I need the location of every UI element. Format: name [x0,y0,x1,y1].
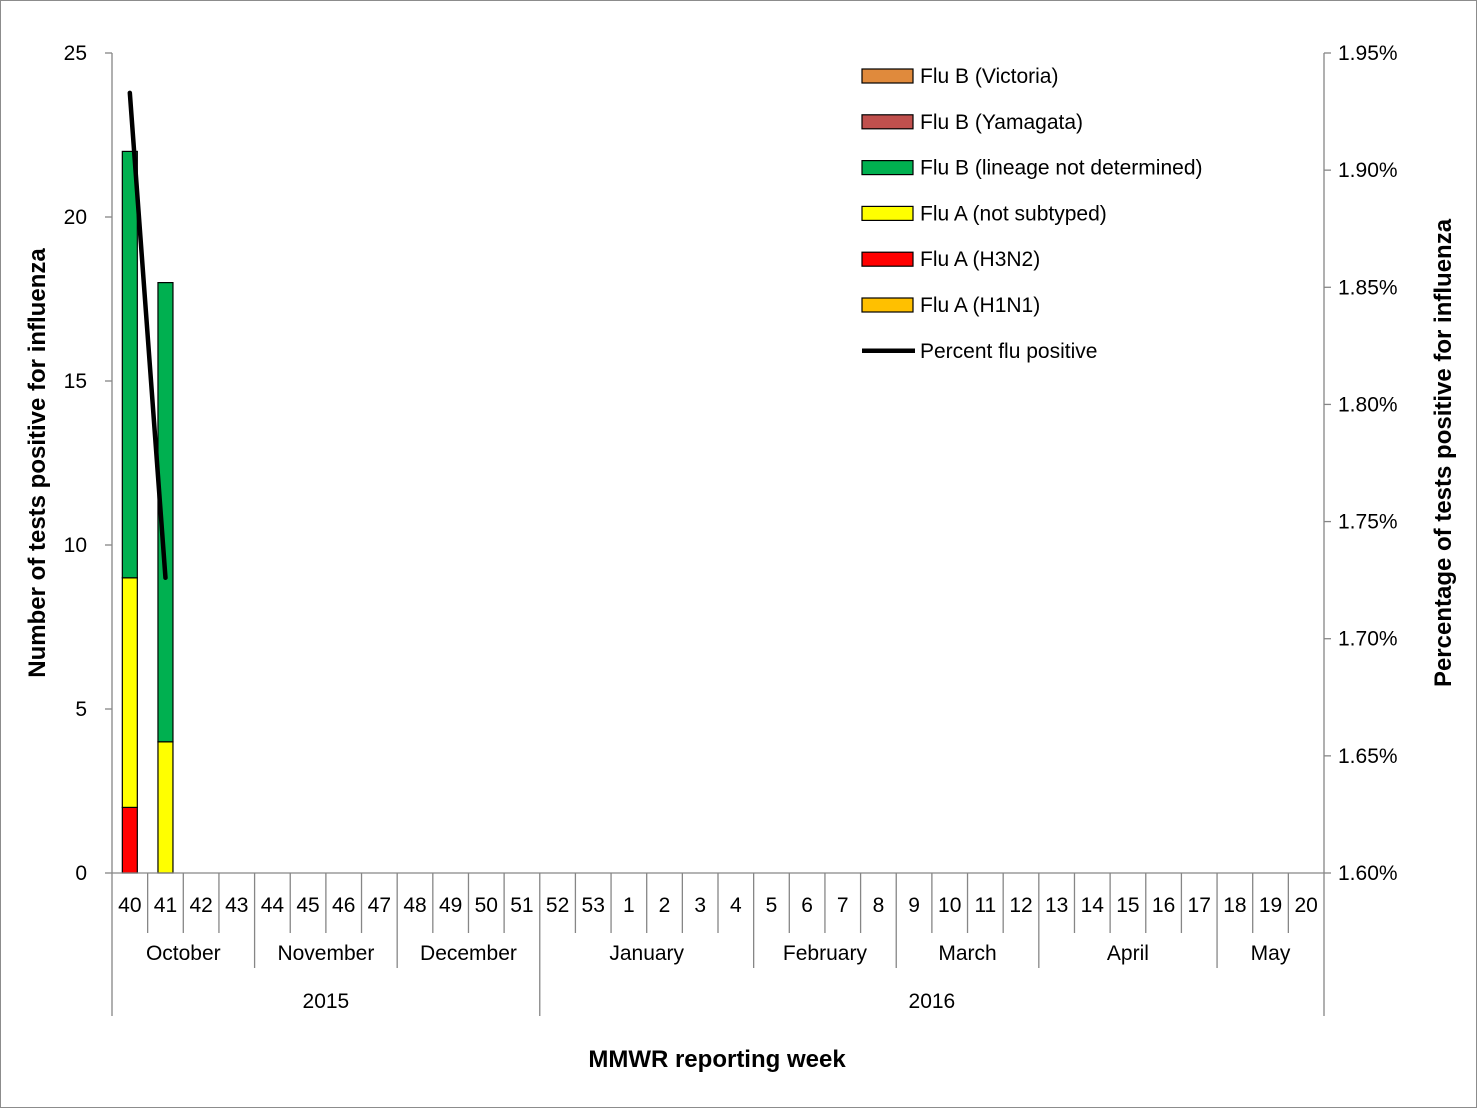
legend-swatch [861,205,914,221]
week-label: 18 [1223,894,1246,917]
legend: Flu B (Victoria) Flu B (Yamagata) Flu B (l… [861,65,1203,363]
bar-segment [121,806,138,874]
week-label: 40 [118,894,141,917]
legend-swatch [861,68,914,84]
week-label: 47 [368,894,391,917]
week-label: 43 [225,894,248,917]
y2-tick-label: 1.75% [1338,511,1398,534]
week-label: 19 [1259,894,1282,917]
week-label: 13 [1045,894,1068,917]
month-label: December [420,942,517,965]
y2-tick-label: 1.65% [1338,745,1398,768]
week-label: 45 [296,894,319,917]
week-label: 15 [1116,894,1139,917]
week-label: 2 [659,894,671,917]
legend-label: Flu A (H1N1) [920,294,1040,317]
legend-swatch [861,114,914,130]
week-label: 46 [332,894,355,917]
week-label: 7 [837,894,849,917]
week-label: 11 [974,894,996,917]
week-label: 41 [154,894,177,917]
y-axis-title: Number of tests positive for influenza [24,248,51,678]
week-label: 53 [582,894,605,917]
week-label: 50 [475,894,498,917]
y-tick-label: 15 [64,370,87,393]
month-label: November [277,942,374,965]
legend-label: Percent flu positive [920,340,1097,363]
y-tick-label: 0 [75,862,87,885]
legend-swatch [861,297,914,313]
week-label: 52 [546,894,569,917]
week-label: 42 [189,894,212,917]
week-label: 14 [1081,894,1105,917]
week-label: 8 [873,894,885,917]
legend-label: Flu B (Victoria) [920,65,1058,88]
year-label: 2015 [303,990,350,1013]
month-label: October [146,942,221,965]
month-label: May [1251,942,1291,965]
week-label: 6 [801,894,813,917]
legend-swatch [861,160,914,176]
bar-segment [157,741,174,874]
x-axis-title: MMWR reporting week [588,1046,846,1073]
y-tick-label: 10 [64,534,87,557]
legend-label: Flu B (lineage not determined) [920,157,1203,180]
percent-line [127,90,168,581]
y-tick-label: 25 [64,42,87,65]
y2-tick-label: 1.60% [1338,862,1398,885]
month-label: February [783,942,868,965]
week-label: 1 [623,894,635,917]
y2-tick-label: 1.95% [1338,42,1398,65]
month-label: April [1107,942,1149,965]
week-label: 4 [730,894,742,917]
y2-tick-label: 1.90% [1338,159,1398,182]
plot-area [121,90,174,874]
legend-label: Flu B (Yamagata) [920,111,1083,134]
month-label: January [609,942,684,965]
y2-tick-label: 1.80% [1338,393,1398,416]
week-label: 48 [403,894,426,917]
year-label: 2016 [909,990,956,1013]
y-tick-label: 20 [64,206,87,229]
bar-segment [157,282,174,743]
week-label: 51 [510,894,533,917]
week-label: 5 [766,894,778,917]
y2-axis-title: Percentage of tests positive for influen… [1430,218,1457,687]
week-label: 49 [439,894,462,917]
legend-label: Flu A (H3N2) [920,248,1040,271]
week-label: 10 [938,894,961,917]
legend-label: Flu A (not subtyped) [920,202,1107,225]
week-label: 44 [261,894,285,917]
y2-tick-label: 1.85% [1338,276,1398,299]
y-tick-label: 5 [75,698,87,721]
legend-swatch [861,251,914,267]
y2-tick-label: 1.70% [1338,628,1398,651]
week-label: 17 [1188,894,1211,917]
axes: 05101520251.60%1.65%1.70%1.75%1.80%1.85%… [64,42,1398,1016]
bar-segment [121,577,138,808]
week-label: 9 [908,894,920,917]
week-label: 16 [1152,894,1175,917]
month-label: March [938,942,996,965]
bar-segment [121,150,138,579]
week-label: 20 [1294,894,1317,917]
week-label: 12 [1009,894,1032,917]
week-label: 3 [694,894,706,917]
